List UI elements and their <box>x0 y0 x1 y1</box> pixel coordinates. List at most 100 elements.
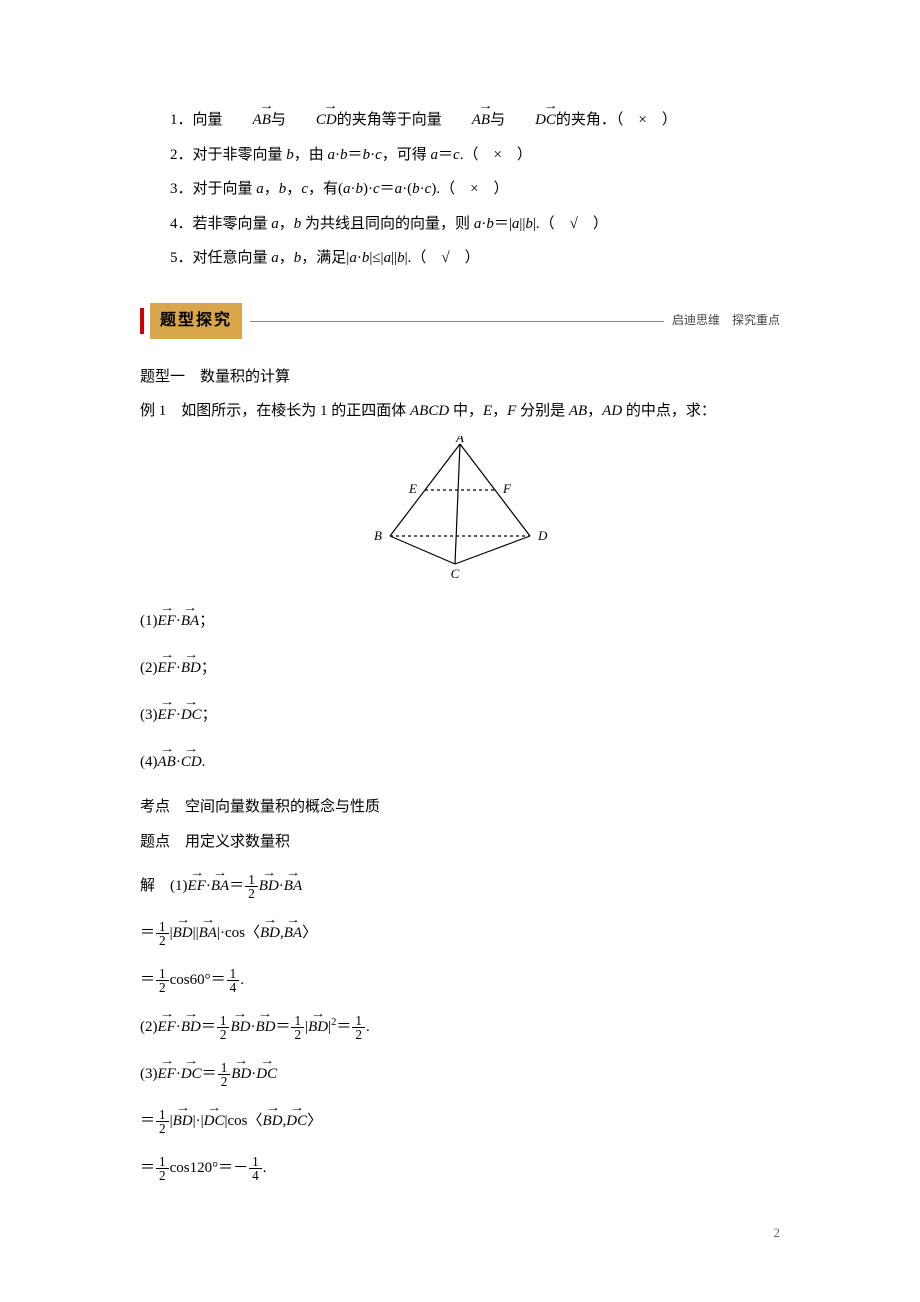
eq: ＝ <box>201 1019 216 1035</box>
stmt-num: 3 <box>170 181 178 197</box>
vec: BD <box>173 917 193 950</box>
eq: ＝ <box>229 878 244 894</box>
t: 对于非零向量 b，由 a·b＝b·c，可得 a＝c.（ × ） <box>193 147 532 163</box>
t: cos60°＝ <box>170 972 226 988</box>
stmt-num: 2 <box>170 147 178 163</box>
n: 1 <box>217 1014 230 1028</box>
t: 对任意向量 a，b，满足|a·b|≤|a||b|.（ √ ） <box>193 250 480 266</box>
kaodian: 考点 空间向量数量积的概念与性质 <box>140 793 780 822</box>
label-B: B <box>374 528 382 543</box>
n: 1 <box>156 1155 169 1169</box>
vec: DC <box>204 1105 225 1138</box>
frac: 14 <box>227 967 240 994</box>
eq: ＝ <box>140 925 155 941</box>
sol-label: 解 <box>140 878 155 894</box>
label-E: E <box>408 481 417 496</box>
vec: BA <box>284 870 302 903</box>
t: · <box>196 1113 201 1129</box>
example-intro: 例 1 如图所示，在棱长为 1 的正四面体 ABCD 中，E，F 分别是 AB，… <box>140 397 780 426</box>
d: 2 <box>217 1028 230 1041</box>
solution-line-5: (3)EF·DC＝12BD·DC <box>140 1058 780 1091</box>
eq: ＝ <box>140 1113 155 1129</box>
eq: ＝ <box>275 1019 290 1035</box>
solution-line-2: ＝12|BD||BA|·cos〈BD,BA〉 <box>140 917 780 950</box>
vec: EF <box>158 1058 176 1091</box>
solution-line-7: ＝12cos120°＝－14. <box>140 1152 780 1185</box>
vec: EF <box>158 699 176 732</box>
n: 1 <box>156 1108 169 1122</box>
tidian: 题点 用定义求数量积 <box>140 828 780 857</box>
solution-line-4: (2)EF·BD＝12BD·BD＝12|BD|2＝12. <box>140 1011 780 1044</box>
eq: ＝ <box>336 1019 351 1035</box>
vec: CD <box>181 746 202 779</box>
t: 对于向量 a，b，c，有(a·b)·c＝a·(b·c).（ × ） <box>193 181 509 197</box>
cos: cos <box>228 1113 248 1129</box>
t: 向量 <box>193 112 223 128</box>
label-F: F <box>502 481 512 496</box>
n: (4) <box>140 754 158 770</box>
vec: BD <box>181 1011 201 1044</box>
frac: 14 <box>249 1155 262 1182</box>
frac: 12 <box>156 967 169 994</box>
topic-heading: 题型一 数量积的计算 <box>140 363 780 392</box>
frac: 12 <box>217 1014 230 1041</box>
n: 1 <box>291 1014 304 1028</box>
vec: BD <box>263 1105 283 1138</box>
n: 1 <box>218 1061 231 1075</box>
vec: BD <box>231 1058 251 1091</box>
d: 2 <box>218 1075 231 1088</box>
vec-ab2: AB <box>442 106 490 135</box>
vec-ab: AB <box>223 106 271 135</box>
cos: cos <box>225 925 245 941</box>
vec: BA <box>199 917 217 950</box>
d: 2 <box>156 1122 169 1135</box>
statement-4: 4．若非零向量 a，b 为共线且同向的向量，则 a·b＝|a||b|.（ √ ） <box>140 210 780 239</box>
pfx: (1) <box>170 878 188 894</box>
frac: 12 <box>156 920 169 947</box>
eq: ＝ <box>202 1066 217 1082</box>
statement-5: 5．对任意向量 a，b，满足|a·b|≤|a||b|.（ √ ） <box>140 244 780 273</box>
n: 1 <box>245 873 258 887</box>
frac: 12 <box>291 1014 304 1041</box>
vec: BD <box>308 1011 328 1044</box>
vec: DC <box>181 1058 202 1091</box>
vec: DC <box>181 699 202 732</box>
vec: EF <box>158 1011 176 1044</box>
d: 4 <box>249 1169 262 1182</box>
frac: 12 <box>156 1155 169 1182</box>
vec: AB <box>158 746 176 779</box>
frac: 12 <box>245 873 258 900</box>
eq: ＝ <box>140 972 155 988</box>
d: 2 <box>245 887 258 900</box>
stmt-num: 4 <box>170 216 178 232</box>
vec-cd: CD <box>286 106 337 135</box>
n: 1 <box>249 1155 262 1169</box>
vec: EF <box>158 605 176 638</box>
vec: BD <box>230 1011 250 1044</box>
t: . <box>263 1160 267 1176</box>
n: (3) <box>140 707 158 723</box>
label-A: A <box>455 436 464 445</box>
statement-1: 1．向量AB与CD的夹角等于向量AB与DC的夹角．（ × ） <box>140 106 780 135</box>
solution-line-6: ＝12|BD|·|DC|cos〈BD,DC〉 <box>140 1105 780 1138</box>
t: 的夹角等于向量 <box>337 112 442 128</box>
n: (1) <box>140 613 158 629</box>
tetrahedron-diagram: A B C D E F <box>140 436 780 592</box>
t: . <box>240 972 244 988</box>
vec: BA <box>211 870 229 903</box>
vec-dc: DC <box>505 106 556 135</box>
d: 2 <box>291 1028 304 1041</box>
subpart-2: (2)EF·BD； <box>140 652 780 685</box>
frac: 12 <box>352 1014 365 1041</box>
divider-line <box>250 320 664 322</box>
t: cos120°＝－ <box>170 1160 249 1176</box>
stmt-num: 5 <box>170 250 178 266</box>
vec: EF <box>188 870 206 903</box>
vec: BD <box>181 652 201 685</box>
vec: BA <box>181 605 199 638</box>
pfx: (2) <box>140 1019 158 1035</box>
d: 2 <box>156 981 169 994</box>
t: 若非零向量 a，b 为共线且同向的向量，则 a·b＝|a||b|.（ √ ） <box>193 216 608 232</box>
red-stripe <box>140 308 144 334</box>
n: 1 <box>156 967 169 981</box>
